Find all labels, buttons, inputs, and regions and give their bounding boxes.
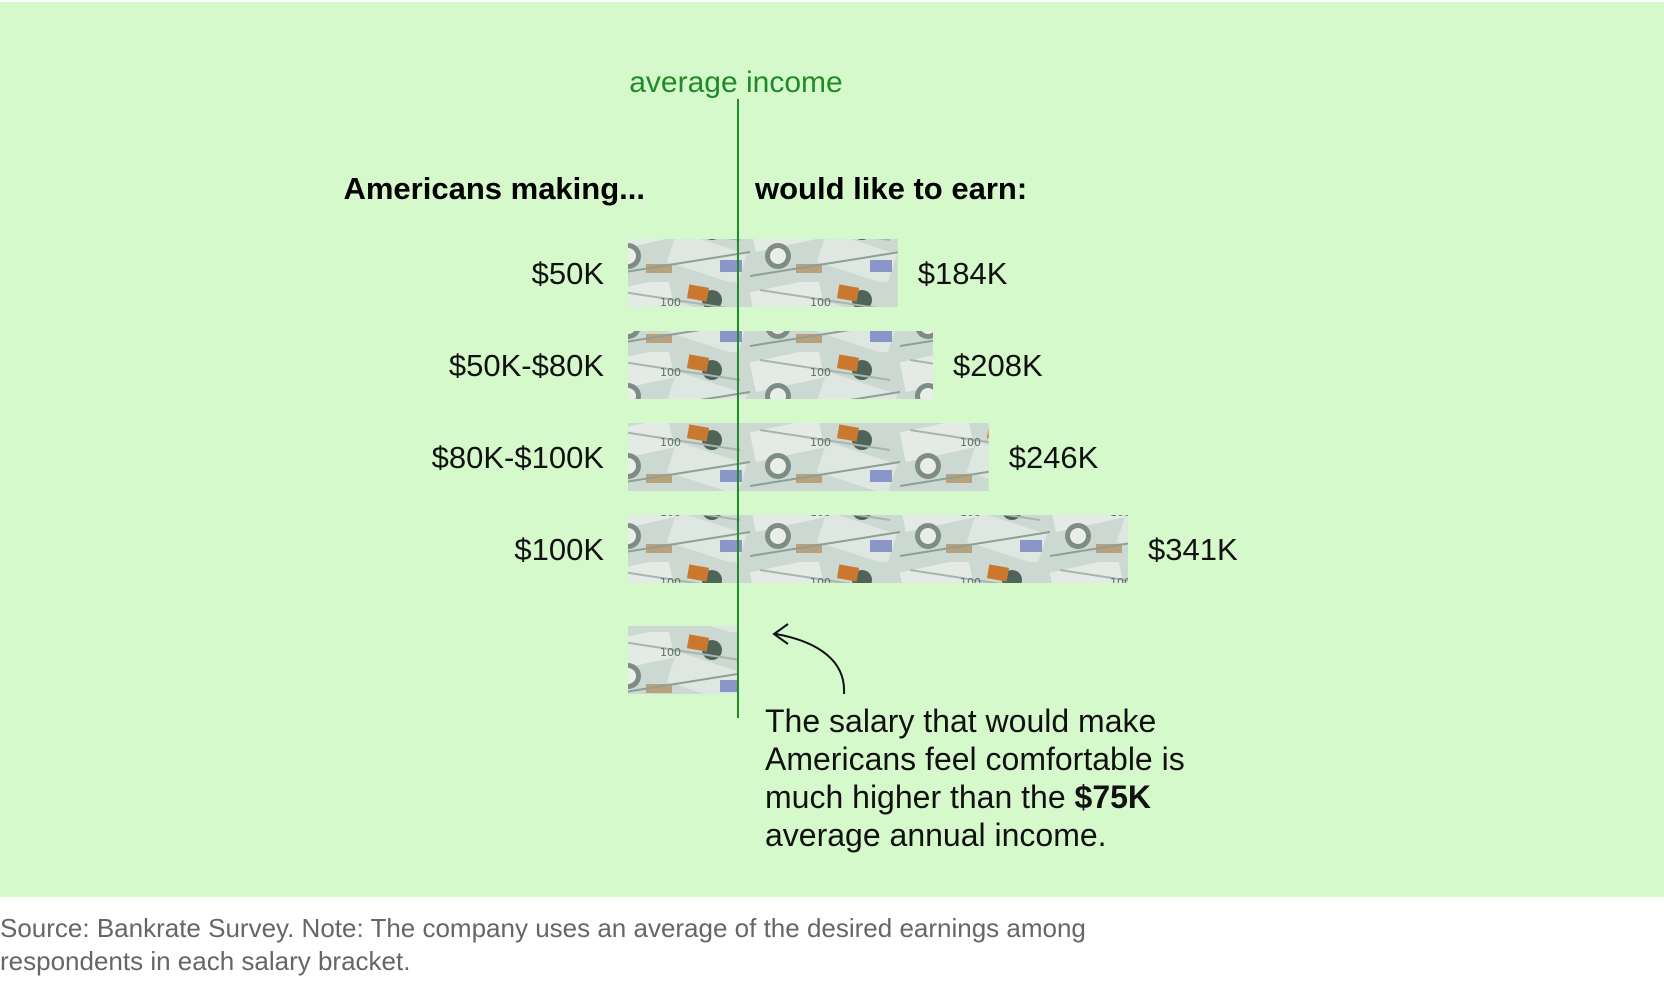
- source-note: Source: Bankrate Survey. Note: The compa…: [0, 913, 1086, 976]
- annotation-text: The salary that would make Americans fee…: [765, 702, 1235, 854]
- annotation-text-before: The salary that would make Americans fee…: [765, 703, 1185, 815]
- reference-bar: [628, 626, 738, 694]
- category-label-2: $50K-$80K: [449, 348, 604, 383]
- value-label-1: $184K: [918, 256, 1008, 291]
- annotation-text-after: average annual income.: [765, 817, 1107, 853]
- average-income-label: average income: [629, 66, 842, 99]
- category-label-4: $100K: [514, 532, 604, 567]
- value-label-4: $341K: [1148, 532, 1238, 567]
- header-right: would like to earn:: [754, 171, 1027, 206]
- annotation-arrow: [775, 633, 846, 695]
- category-label-3: $80K-$100K: [432, 440, 605, 475]
- chart-panel: 100 Americans making...would like to ear…: [0, 2, 1664, 897]
- bar-3: [628, 423, 989, 491]
- chart-layer: Americans making... would like to earn: $5…: [343, 66, 1238, 718]
- category-label-1: $50K: [532, 256, 605, 291]
- value-label-2: $208K: [953, 348, 1043, 383]
- annotation-bold-value: $75K: [1074, 779, 1152, 815]
- annotation-arrowhead: [772, 623, 789, 645]
- bar-2: [628, 331, 933, 399]
- bar-1: [628, 239, 898, 307]
- bar-4: [628, 515, 1128, 583]
- header-left: Americans making...: [343, 171, 645, 206]
- chart-svg: 100 Americans making...would like to ear…: [343, 66, 1238, 718]
- value-label-3: $246K: [1009, 440, 1099, 475]
